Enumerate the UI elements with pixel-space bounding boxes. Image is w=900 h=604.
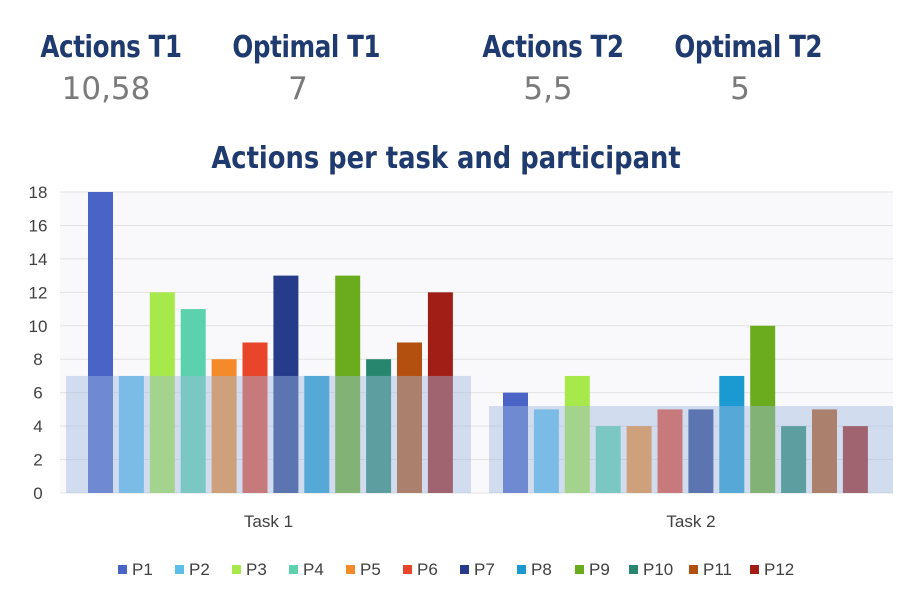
bar-p10-2 bbox=[781, 426, 807, 493]
y-tick-label: 2 bbox=[33, 451, 42, 470]
bar-p1-1 bbox=[88, 192, 113, 493]
chart-legend: P1 P2 P3 P4 P5 P6 P7 P8 P9 P10 P11 P12 bbox=[118, 560, 794, 579]
legend-label-p6: P6 bbox=[417, 560, 438, 579]
legend-swatch-p8 bbox=[517, 565, 526, 574]
bar-p11-1 bbox=[397, 342, 422, 493]
legend-swatch-p4 bbox=[289, 565, 298, 574]
bar-p1-2 bbox=[503, 392, 528, 493]
legend-label-p3: P3 bbox=[246, 560, 267, 579]
stat-value: 10,58 bbox=[61, 71, 151, 107]
bar-p10-1 bbox=[366, 359, 392, 493]
legend-swatch-p2 bbox=[175, 565, 184, 574]
legend-label-p12: P12 bbox=[764, 560, 794, 579]
summary-stats: Actions T1 10,58 Optimal T1 7 Actions T2… bbox=[0, 0, 900, 120]
bar-p3-1 bbox=[149, 292, 175, 493]
bar-p12-2 bbox=[842, 426, 868, 493]
optimal-band-2 bbox=[489, 406, 893, 493]
bar-p5-2 bbox=[626, 426, 652, 493]
bar-p8-2 bbox=[719, 375, 745, 493]
bar-p8-1 bbox=[304, 375, 330, 493]
legend-swatch-p7 bbox=[460, 565, 469, 574]
y-tick-label: 6 bbox=[33, 384, 42, 403]
bar-p2-1 bbox=[118, 375, 144, 493]
chart-title: Actions per task and participant bbox=[211, 140, 680, 175]
stat-actions-t2: Actions T2 5,5 bbox=[468, 30, 628, 107]
legend-label-p9: P9 bbox=[589, 560, 610, 579]
legend-label-p5: P5 bbox=[360, 560, 381, 579]
legend-swatch-p6 bbox=[403, 565, 412, 574]
y-tick-label: 12 bbox=[29, 283, 48, 302]
stat-label: Optimal T1 bbox=[232, 30, 381, 65]
optimal-band-1 bbox=[66, 375, 471, 493]
legend-swatch-p3 bbox=[232, 565, 241, 574]
x-category-label: Task 2 bbox=[666, 512, 715, 531]
legend-swatch-p5 bbox=[346, 565, 355, 574]
legend-swatch-p11 bbox=[689, 565, 698, 574]
legend-swatch-p1 bbox=[118, 565, 127, 574]
stat-label: Optimal T2 bbox=[674, 30, 823, 65]
bar-p3-2 bbox=[564, 375, 590, 493]
legend-swatch-p9 bbox=[575, 565, 584, 574]
bar-p4-1 bbox=[180, 309, 206, 493]
legend-label-p2: P2 bbox=[189, 560, 210, 579]
bar-p9-2 bbox=[750, 325, 776, 493]
bar-p5-1 bbox=[211, 359, 237, 493]
y-tick-label: 16 bbox=[29, 216, 48, 235]
x-category-label: Task 1 bbox=[244, 512, 293, 531]
bar-p7-2 bbox=[688, 409, 714, 493]
legend-label-p8: P8 bbox=[531, 560, 552, 579]
stat-value: 5,5 bbox=[523, 71, 573, 107]
legend-swatch-p10 bbox=[629, 565, 638, 574]
bar-p7-1 bbox=[273, 275, 299, 493]
legend-label-p4: P4 bbox=[303, 560, 324, 579]
bar-p9-1 bbox=[335, 275, 361, 493]
plot-area: 0 2 4 6 8 10 12 14 16 18 Task 1 Task 2 bbox=[29, 183, 893, 531]
legend-label-p11: P11 bbox=[703, 560, 732, 579]
y-tick-label: 18 bbox=[29, 183, 48, 202]
legend-label-p1: P1 bbox=[132, 560, 153, 579]
legend-swatch-p12 bbox=[750, 565, 759, 574]
stat-value: 5 bbox=[730, 71, 750, 107]
bar-p6-1 bbox=[242, 342, 268, 493]
stat-label: Actions T1 bbox=[40, 30, 182, 65]
stat-value: 7 bbox=[288, 71, 308, 107]
bar-p12-1 bbox=[427, 292, 453, 493]
y-tick-label: 0 bbox=[33, 484, 42, 503]
stat-label: Actions T2 bbox=[482, 30, 624, 65]
y-tick-label: 10 bbox=[29, 317, 48, 336]
bar-p11-2 bbox=[812, 409, 837, 493]
stat-optimal-t2: Optimal T2 5 bbox=[660, 30, 823, 107]
bar-p4-2 bbox=[595, 426, 621, 493]
bar-p6-2 bbox=[657, 409, 683, 493]
y-tick-label: 4 bbox=[33, 417, 42, 436]
legend-label-p7: P7 bbox=[474, 560, 495, 579]
y-tick-label: 8 bbox=[33, 350, 42, 369]
y-tick-label: 14 bbox=[29, 250, 48, 269]
stat-actions-t1: Actions T1 10,58 bbox=[26, 30, 186, 107]
bar-p2-2 bbox=[533, 409, 559, 493]
stat-optimal-t1: Optimal T1 7 bbox=[218, 30, 381, 107]
legend-label-p10: P10 bbox=[643, 560, 673, 579]
